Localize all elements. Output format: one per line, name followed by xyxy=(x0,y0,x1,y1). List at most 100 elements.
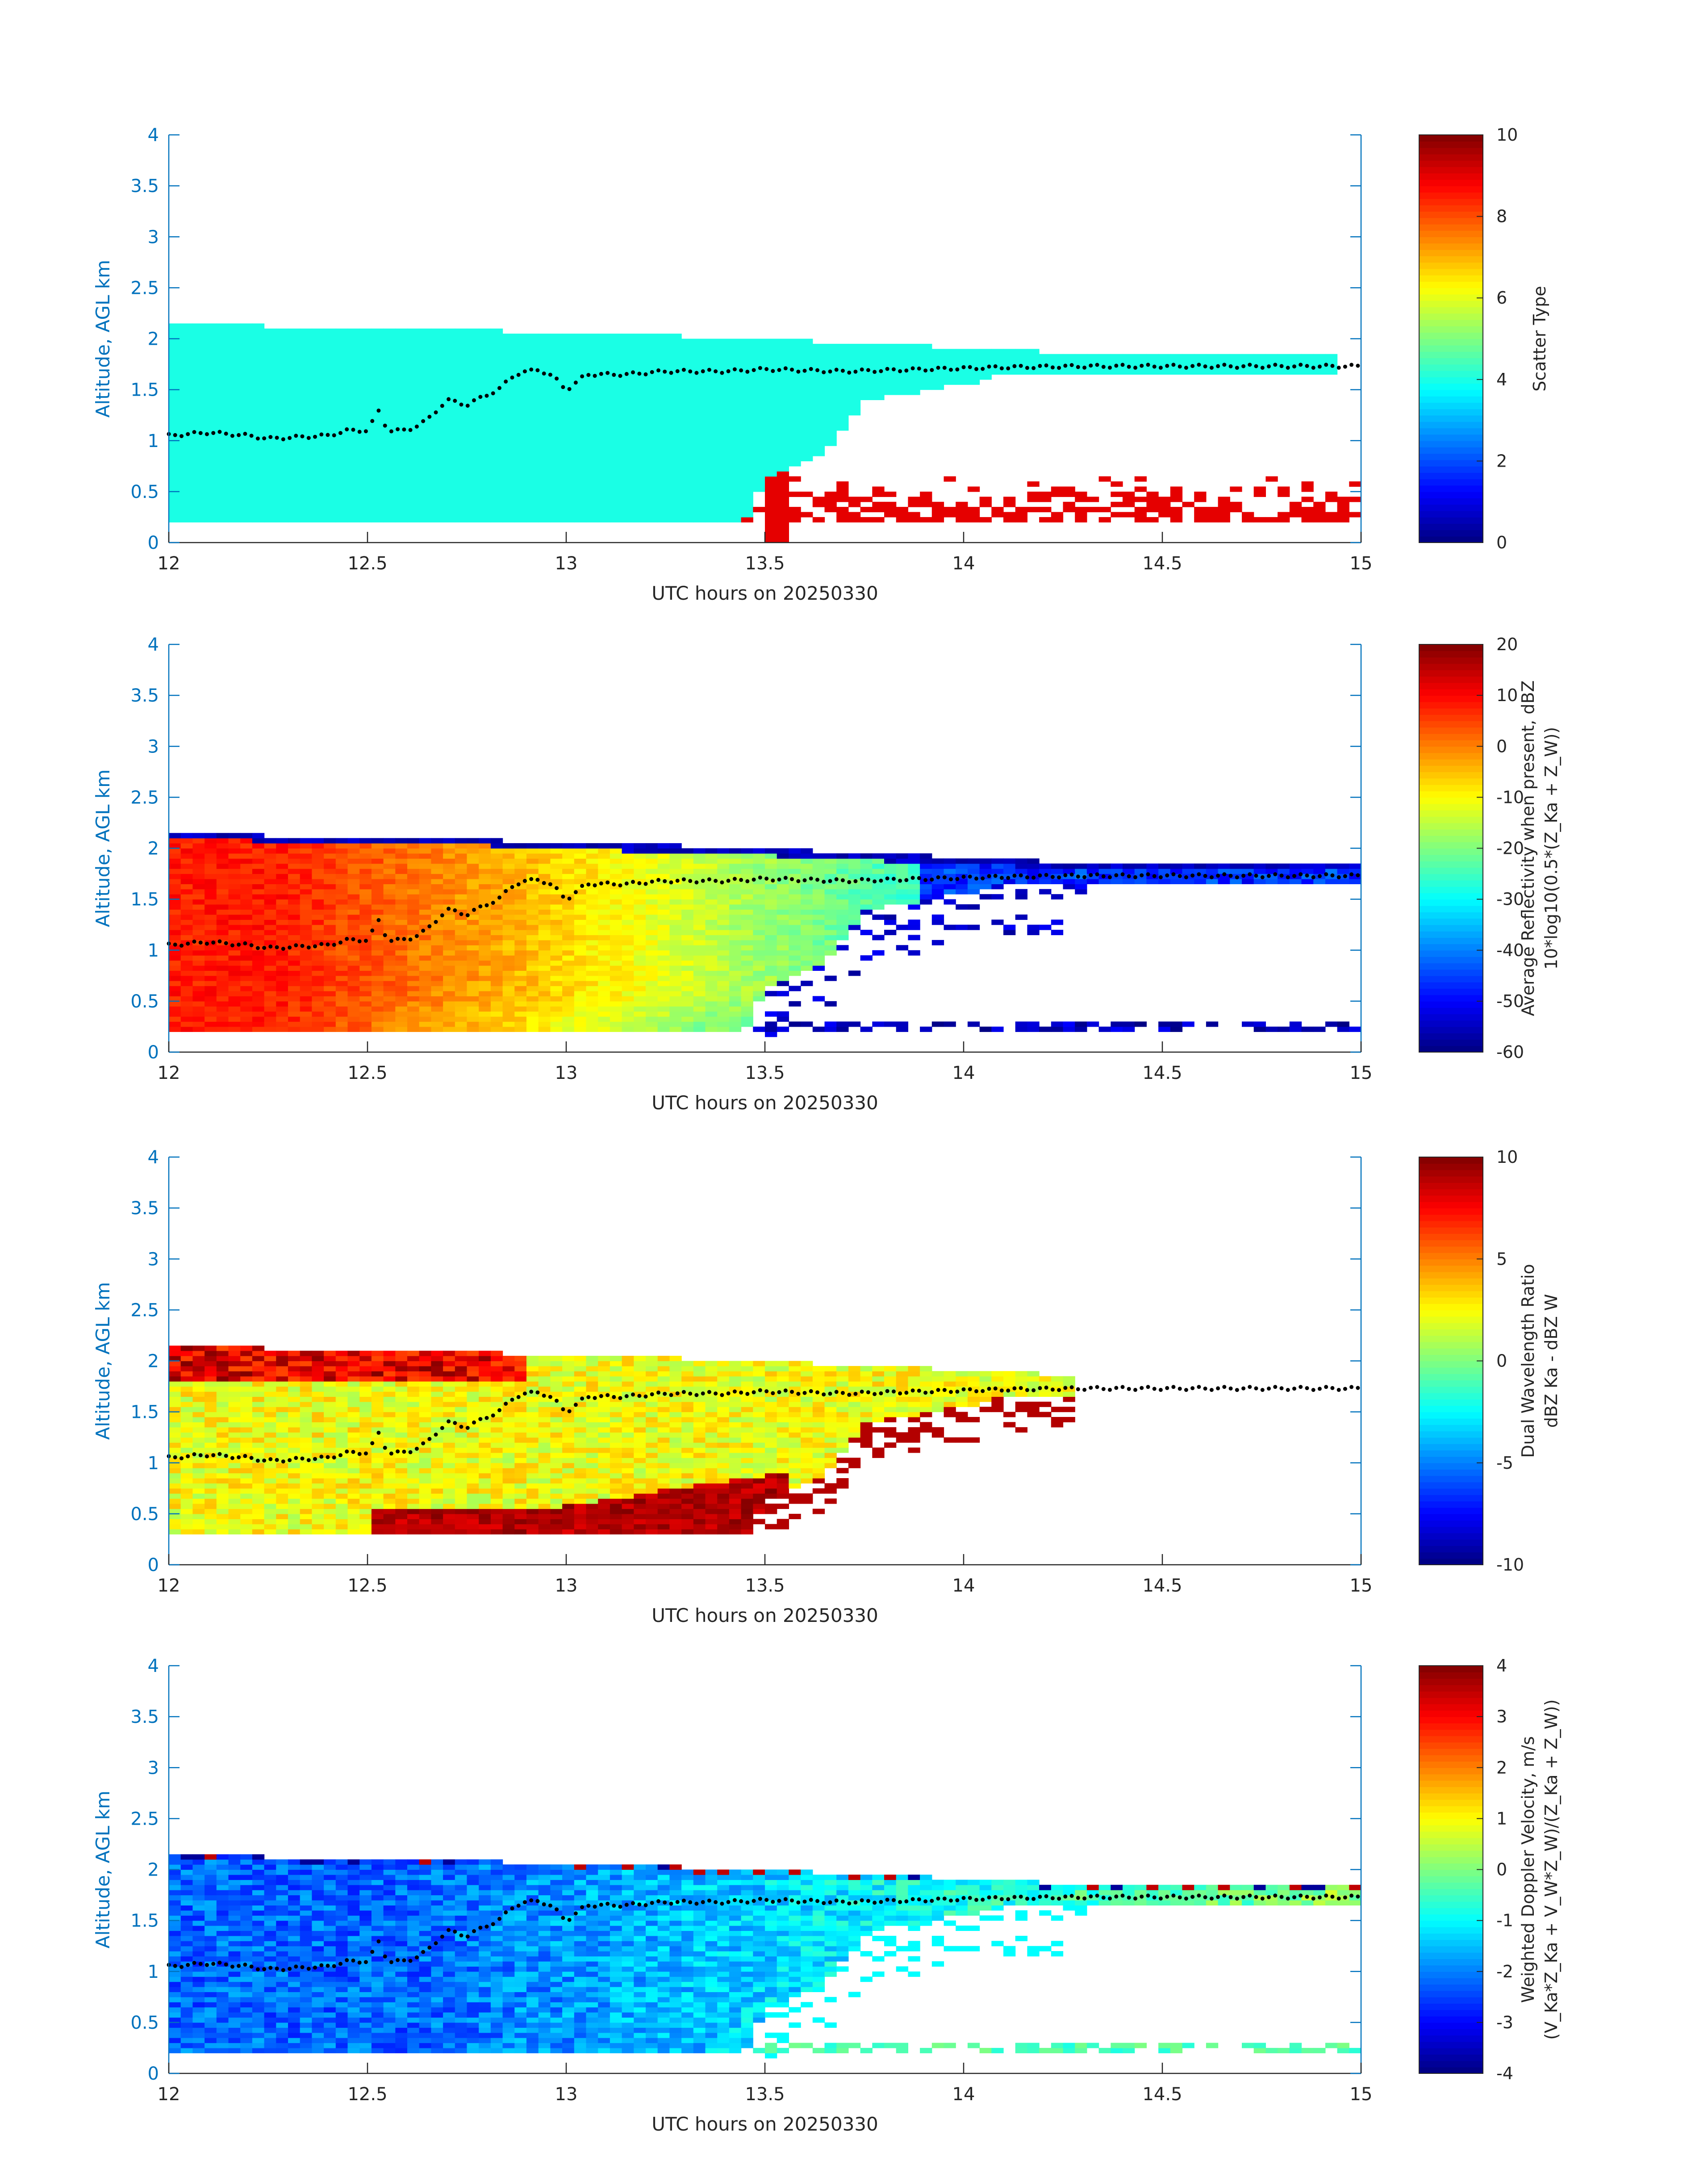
heatmap-cell xyxy=(777,527,789,533)
heatmap-cell xyxy=(490,456,503,461)
heatmap-cell xyxy=(455,512,468,518)
heatmap-cell xyxy=(335,884,348,890)
heatmap-cell xyxy=(1015,359,1027,365)
heatmap-cell xyxy=(1218,512,1230,518)
heatmap-cell xyxy=(300,354,312,359)
heatmap-cell xyxy=(908,894,920,900)
heatmap-cell xyxy=(240,853,253,859)
heatmap-cell xyxy=(717,501,730,507)
heatmap-cell xyxy=(443,359,455,365)
heatmap-cell xyxy=(1218,354,1230,359)
heatmap-cell xyxy=(479,970,491,976)
heatmap-cell xyxy=(514,354,527,359)
heatmap-cell xyxy=(693,384,706,390)
heatmap-cell xyxy=(824,435,837,441)
heatmap-cell xyxy=(264,507,276,513)
heatmap-cell xyxy=(514,919,527,925)
colorbar-segment xyxy=(1419,205,1483,212)
heatmap-cell xyxy=(812,904,825,910)
heatmap-cell xyxy=(526,512,539,518)
heatmap-cell xyxy=(824,395,837,400)
heatmap-cell xyxy=(681,338,694,344)
heatmap-cell xyxy=(252,863,265,869)
heatmap-cell xyxy=(1111,359,1123,365)
heatmap-cell xyxy=(729,899,742,905)
heatmap-cell xyxy=(801,884,813,890)
heatmap-cell xyxy=(490,369,503,375)
heatmap-cell xyxy=(693,894,706,900)
heatmap-cell xyxy=(705,497,718,502)
heatmap-cell xyxy=(180,945,193,951)
heatmap-cell xyxy=(824,975,837,981)
heatmap-cell xyxy=(657,364,670,370)
heatmap-cell xyxy=(276,858,288,864)
heatmap-cell xyxy=(431,384,443,390)
heatmap-cell xyxy=(216,935,229,940)
heatmap-cell xyxy=(753,858,765,864)
heatmap-cell xyxy=(657,379,670,385)
heatmap-cell xyxy=(288,843,301,849)
heatmap-cell xyxy=(443,471,455,477)
heatmap-cell xyxy=(812,384,825,390)
heatmap-cell xyxy=(216,420,229,426)
heatmap-cell xyxy=(180,328,193,334)
heatmap-cell xyxy=(550,919,563,925)
heatmap-cell xyxy=(693,471,706,477)
heatmap-cell xyxy=(288,981,301,986)
heatmap-cell xyxy=(669,858,682,864)
heatmap-cell xyxy=(479,940,491,945)
heatmap-cell xyxy=(729,507,742,513)
heatmap-cell xyxy=(216,869,229,874)
heatmap-cell xyxy=(586,853,598,859)
heatmap-cell xyxy=(550,889,563,894)
heatmap-cell xyxy=(526,945,539,951)
heatmap-cell xyxy=(717,996,730,1002)
heatmap-cell xyxy=(610,435,622,441)
heatmap-cell xyxy=(180,461,193,467)
heatmap-cell xyxy=(848,873,861,879)
cloud-base-dot xyxy=(1317,364,1322,369)
cloud-base-dot xyxy=(1248,363,1252,367)
heatmap-cell xyxy=(455,889,468,894)
heatmap-cell xyxy=(896,873,908,879)
heatmap-cell xyxy=(562,909,575,915)
cloud-base-dot xyxy=(1063,364,1068,368)
heatmap-cell xyxy=(455,1026,468,1032)
heatmap-cell xyxy=(205,858,217,864)
heatmap-cell xyxy=(205,1026,217,1032)
heatmap-cell xyxy=(729,369,742,375)
heatmap-cell xyxy=(860,889,873,894)
heatmap-cell xyxy=(169,476,181,482)
heatmap-cell xyxy=(681,435,694,441)
heatmap-cell xyxy=(443,981,455,986)
heatmap-cell xyxy=(431,451,443,456)
heatmap-cell xyxy=(801,945,813,951)
heatmap-cell xyxy=(872,858,885,864)
heatmap-cell xyxy=(1170,486,1183,492)
heatmap-cell xyxy=(383,879,396,884)
heatmap-cell xyxy=(288,379,301,385)
heatmap-cell xyxy=(741,970,753,976)
heatmap-cell xyxy=(812,343,825,349)
cloud-base-dot xyxy=(186,432,190,436)
heatmap-cell xyxy=(836,379,849,385)
heatmap-cell xyxy=(967,512,980,518)
heatmap-cell xyxy=(705,873,718,879)
heatmap-cell xyxy=(526,965,539,971)
heatmap-cell xyxy=(848,379,861,385)
heatmap-cell xyxy=(359,986,372,991)
heatmap-cell xyxy=(526,996,539,1002)
heatmap-cell xyxy=(598,858,610,864)
heatmap-cell xyxy=(777,446,789,451)
heatmap-cell xyxy=(300,471,312,477)
heatmap-cell xyxy=(598,863,610,869)
heatmap-cell xyxy=(705,996,718,1002)
heatmap-cell xyxy=(300,389,312,395)
heatmap-cell xyxy=(741,909,753,915)
heatmap-cell xyxy=(455,1021,468,1027)
heatmap-cell xyxy=(300,497,312,502)
heatmap-cell xyxy=(359,843,372,849)
heatmap-cell xyxy=(240,960,253,966)
heatmap-cell xyxy=(729,940,742,945)
heatmap-cell xyxy=(169,512,181,518)
